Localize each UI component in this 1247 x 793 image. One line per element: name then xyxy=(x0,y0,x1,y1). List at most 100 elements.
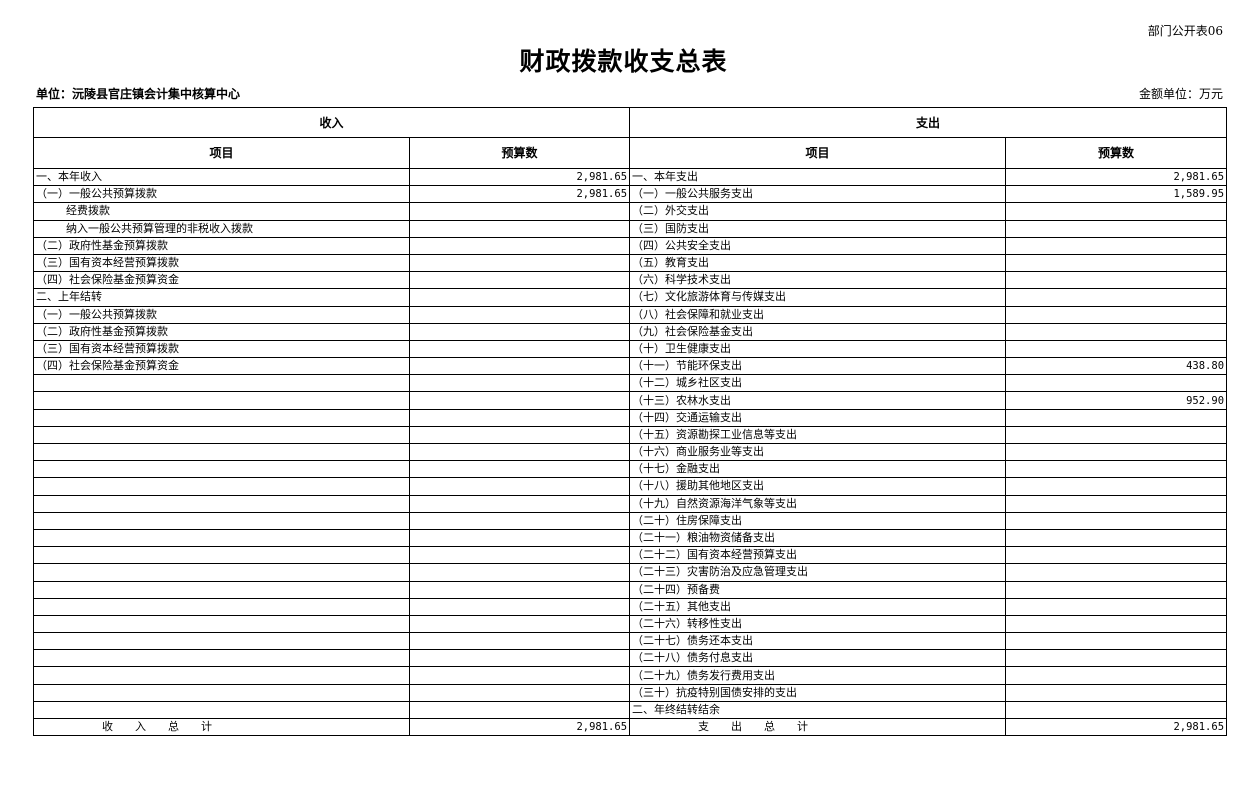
total-row: 收 入 总 计 2,981.65 支 出 总 计 2,981.65 xyxy=(33,717,1228,737)
income-value xyxy=(408,202,631,221)
expense-value xyxy=(1005,339,1228,359)
page-title: 财政拨款收支总表 xyxy=(519,47,728,76)
expense-item: （八）社会保障和就业支出 xyxy=(629,305,1007,324)
table-row: 二、年终结转结余 xyxy=(33,700,1228,720)
income-total-value: 2,981.65 xyxy=(408,717,631,737)
expense-value xyxy=(1005,700,1228,720)
income-value xyxy=(408,494,631,513)
income-item xyxy=(33,632,410,651)
expense-value xyxy=(1005,305,1228,324)
income-value xyxy=(408,477,631,496)
income-item xyxy=(33,563,410,582)
table-row: （二十）住房保障支出 xyxy=(33,511,1228,530)
expense-value xyxy=(1005,288,1228,307)
income-item xyxy=(33,408,410,427)
income-item xyxy=(33,494,410,513)
income-value xyxy=(408,357,631,376)
income-item xyxy=(33,700,410,720)
expense-value xyxy=(1005,322,1228,341)
expense-item: （二十五）其他支出 xyxy=(629,597,1007,616)
expense-item: （十四）交通运输支出 xyxy=(629,408,1007,427)
expense-item: （十六）商业服务业等支出 xyxy=(629,442,1007,462)
income-item: （一）一般公共预算拨款 xyxy=(33,305,410,324)
expense-item: （二十一）粮油物资储备支出 xyxy=(629,528,1007,548)
income-item xyxy=(33,649,410,668)
table-row: （二十三）灾害防治及应急管理支出 xyxy=(33,563,1228,582)
expense-value xyxy=(1005,528,1228,548)
expense-item: （十五）资源勘探工业信息等支出 xyxy=(629,425,1007,445)
expense-item: （二十九）债务发行费用支出 xyxy=(629,666,1007,685)
income-value xyxy=(408,391,631,410)
income-value xyxy=(408,700,631,720)
expense-value xyxy=(1005,649,1228,668)
table-row: （四）社会保险基金预算资金 （十一）节能环保支出 438.80 xyxy=(33,357,1228,376)
income-item: 经费拨款 xyxy=(33,202,410,221)
income-value xyxy=(408,271,631,290)
income-value xyxy=(408,632,631,651)
expense-item: （十三）农林水支出 xyxy=(629,391,1007,410)
money-unit-label: 金额单位：万元 xyxy=(1138,87,1223,101)
expense-item: （七）文化旅游体育与传媒支出 xyxy=(629,288,1007,307)
income-item xyxy=(33,374,410,393)
expense-item: （二十）住房保障支出 xyxy=(629,511,1007,530)
income-value xyxy=(408,339,631,359)
income-value: 2,981.65 xyxy=(408,167,631,187)
table-row: （十四）交通运输支出 xyxy=(33,408,1228,427)
income-value xyxy=(408,614,631,634)
income-value xyxy=(408,425,631,445)
expense-item: （二）外交支出 xyxy=(629,202,1007,221)
expense-item: （二十八）债务付息支出 xyxy=(629,649,1007,668)
expense-value xyxy=(1005,236,1228,255)
income-value xyxy=(408,253,631,273)
expense-item: （三）国防支出 xyxy=(629,219,1007,238)
expense-item: （二十七）债务还本支出 xyxy=(629,632,1007,651)
income-item xyxy=(33,442,410,462)
table-row: （三十）抗疫特别国债安排的支出 xyxy=(33,683,1228,702)
table-row: 经费拨款 （二）外交支出 xyxy=(33,202,1228,221)
table-row: （十五）资源勘探工业信息等支出 xyxy=(33,425,1228,445)
expense-value xyxy=(1005,374,1228,393)
income-item xyxy=(33,597,410,616)
expense-value: 952.90 xyxy=(1005,391,1228,410)
income-value xyxy=(408,288,631,307)
expense-value xyxy=(1005,271,1228,290)
unit-label: 单位：沅陵县官庄镇会计集中核算中心 xyxy=(36,87,241,101)
table-row: （二十八）债务付息支出 xyxy=(33,649,1228,668)
income-item xyxy=(33,546,410,565)
income-item xyxy=(33,477,410,496)
income-item: （四）社会保险基金预算资金 xyxy=(33,357,410,376)
expense-item: （九）社会保险基金支出 xyxy=(629,322,1007,341)
table-row: （一）一般公共预算拨款 2,981.65 （一）一般公共服务支出 1,589.95 xyxy=(33,185,1228,204)
income-total-label: 收 入 总 计 xyxy=(33,717,410,737)
section-header-row: 收入 支出 xyxy=(32,107,1228,138)
expense-item: （二十三）灾害防治及应急管理支出 xyxy=(629,563,1007,582)
income-item: （二）政府性基金预算拨款 xyxy=(33,322,410,341)
expense-item: （十七）金融支出 xyxy=(629,460,1007,479)
income-value xyxy=(408,563,631,582)
income-item: 二、上年结转 xyxy=(33,288,410,307)
table-row: 纳入一般公共预算管理的非税收入拨款 （三）国防支出 xyxy=(33,219,1228,238)
income-item xyxy=(33,683,410,702)
expense-item: （三十）抗疫特别国债安排的支出 xyxy=(629,683,1007,702)
expense-item: （二十六）转移性支出 xyxy=(629,614,1007,634)
table-row: （十八）援助其他地区支出 xyxy=(33,477,1228,496)
income-value xyxy=(408,597,631,616)
table-row: （三）国有资本经营预算拨款 （十）卫生健康支出 xyxy=(33,339,1228,359)
expense-value xyxy=(1005,477,1228,496)
expense-value xyxy=(1005,683,1228,702)
income-item xyxy=(33,666,410,685)
income-value xyxy=(408,305,631,324)
income-item xyxy=(33,391,410,410)
table-row: （十六）商业服务业等支出 xyxy=(33,442,1228,462)
income-value xyxy=(408,546,631,565)
income-value xyxy=(408,374,631,393)
expense-value xyxy=(1005,408,1228,427)
expense-item: （二十二）国有资本经营预算支出 xyxy=(629,546,1007,565)
income-value xyxy=(408,649,631,668)
expense-header: 支出 xyxy=(629,107,1228,138)
income-value xyxy=(408,683,631,702)
expense-value xyxy=(1005,546,1228,565)
expense-item: （五）教育支出 xyxy=(629,253,1007,273)
income-item xyxy=(33,425,410,445)
expense-value xyxy=(1005,202,1228,221)
